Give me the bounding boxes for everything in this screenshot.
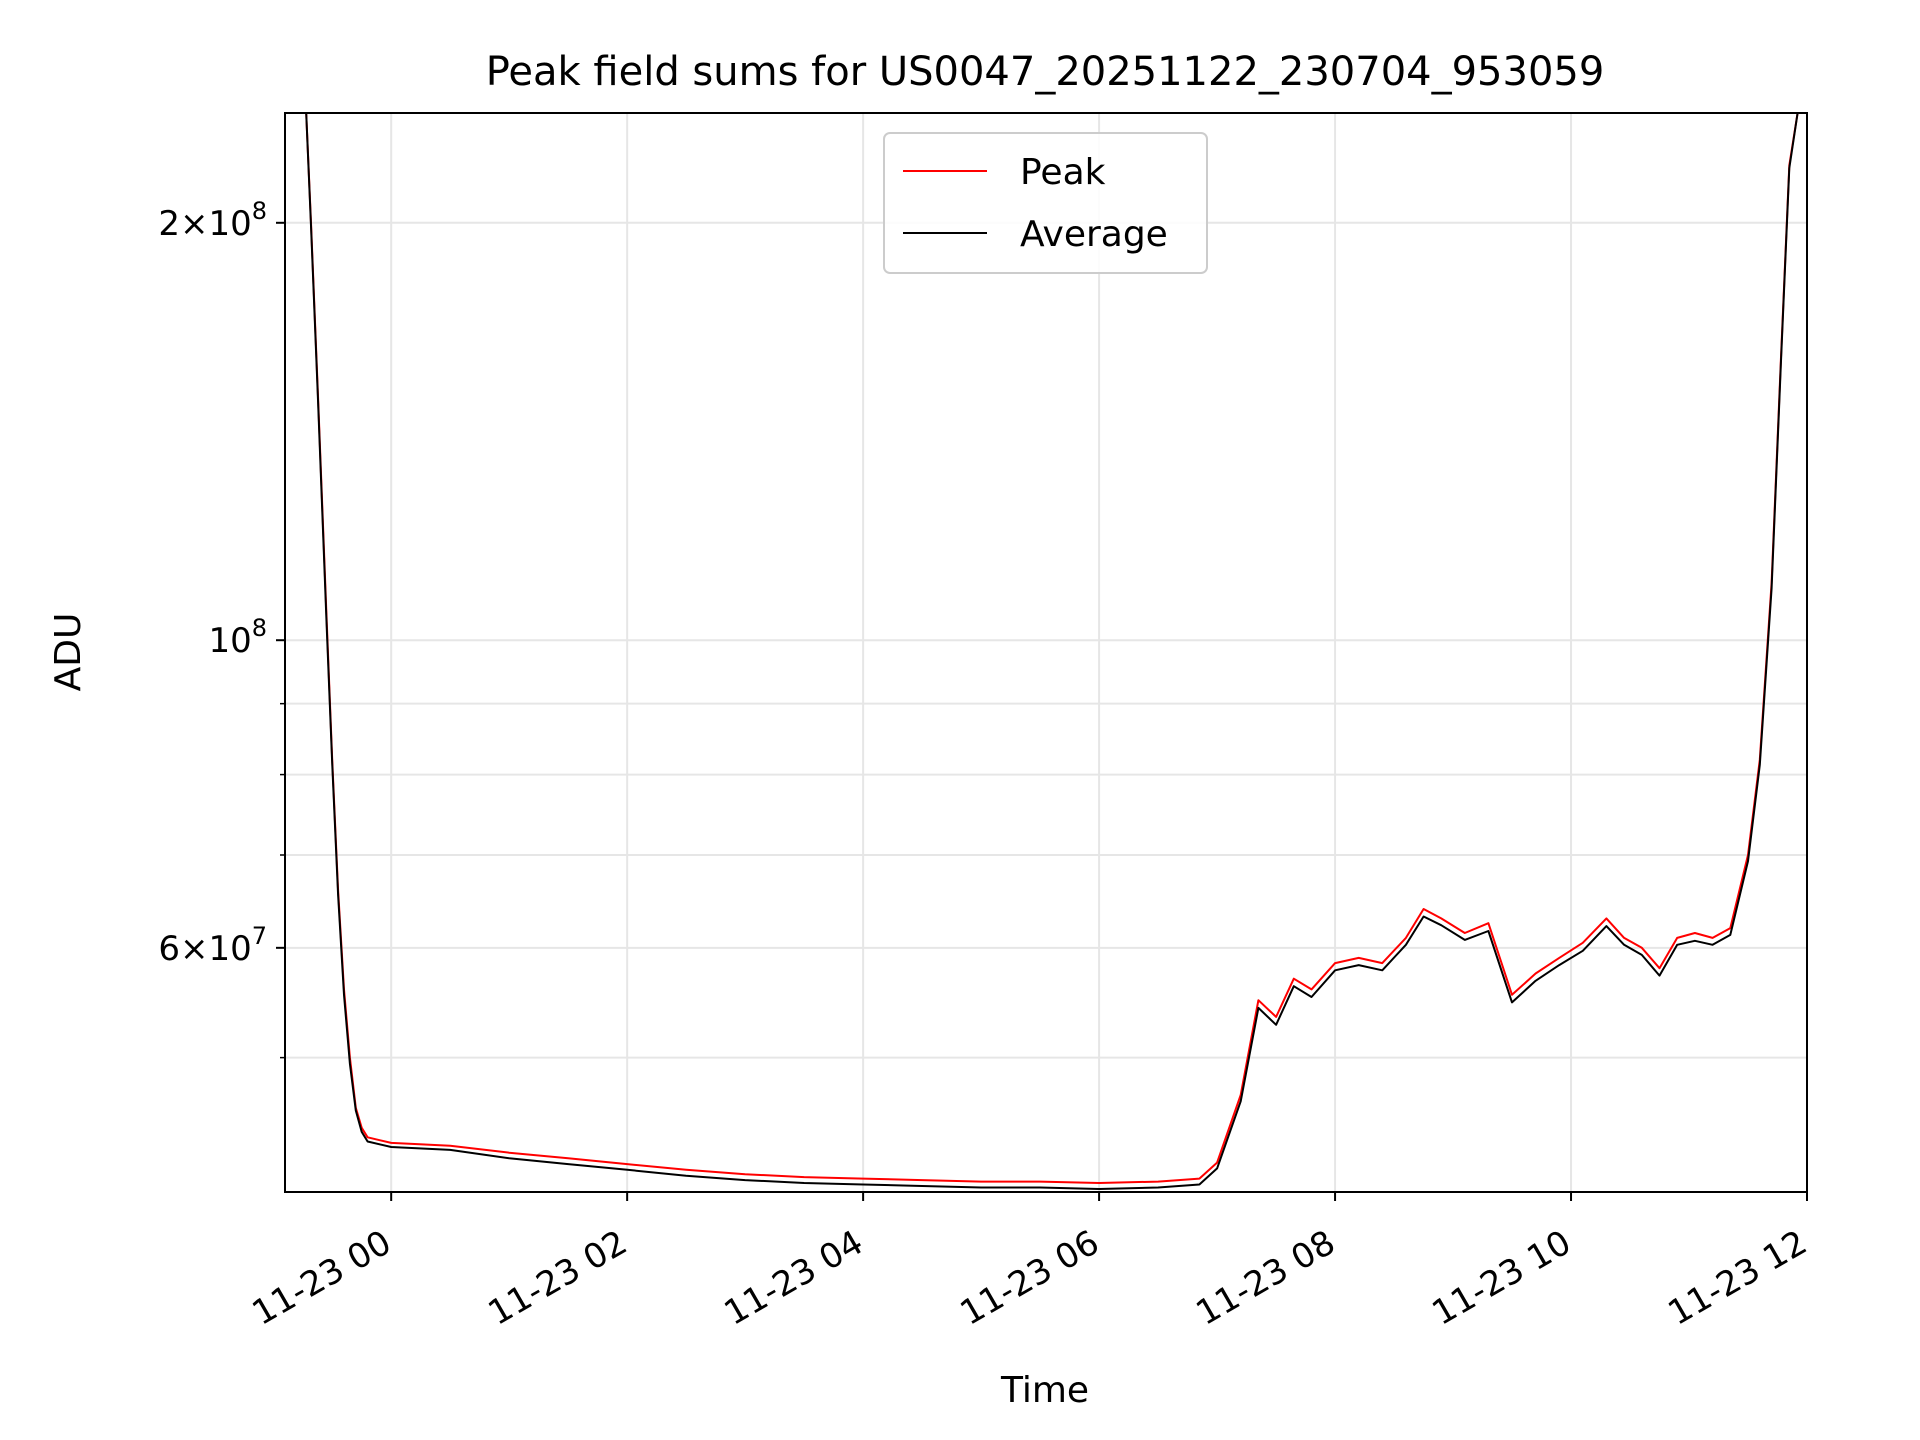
series-average-line: [305, 113, 1799, 1190]
plot-frame: [284, 112, 1808, 1193]
legend: Peak Average: [883, 132, 1208, 274]
y-axis-ticks: 2×108 108 6×107: [158, 197, 285, 1059]
y-tick-label: 6×107: [158, 922, 267, 969]
y-tick-label: 108: [208, 614, 267, 661]
y-tick-label: 2×108: [158, 197, 267, 244]
y-axis-label: ADU: [48, 613, 89, 692]
legend-box: [883, 132, 1208, 274]
x-axis-label: Time: [1000, 1370, 1089, 1411]
legend-average-label: Average: [1020, 214, 1168, 255]
legend-peak-label: Peak: [1020, 152, 1106, 193]
series-group: [305, 113, 1799, 1190]
series-peak-line: [305, 113, 1799, 1184]
chart-title: Peak field sums for US0047_20251122_2307…: [486, 49, 1605, 95]
